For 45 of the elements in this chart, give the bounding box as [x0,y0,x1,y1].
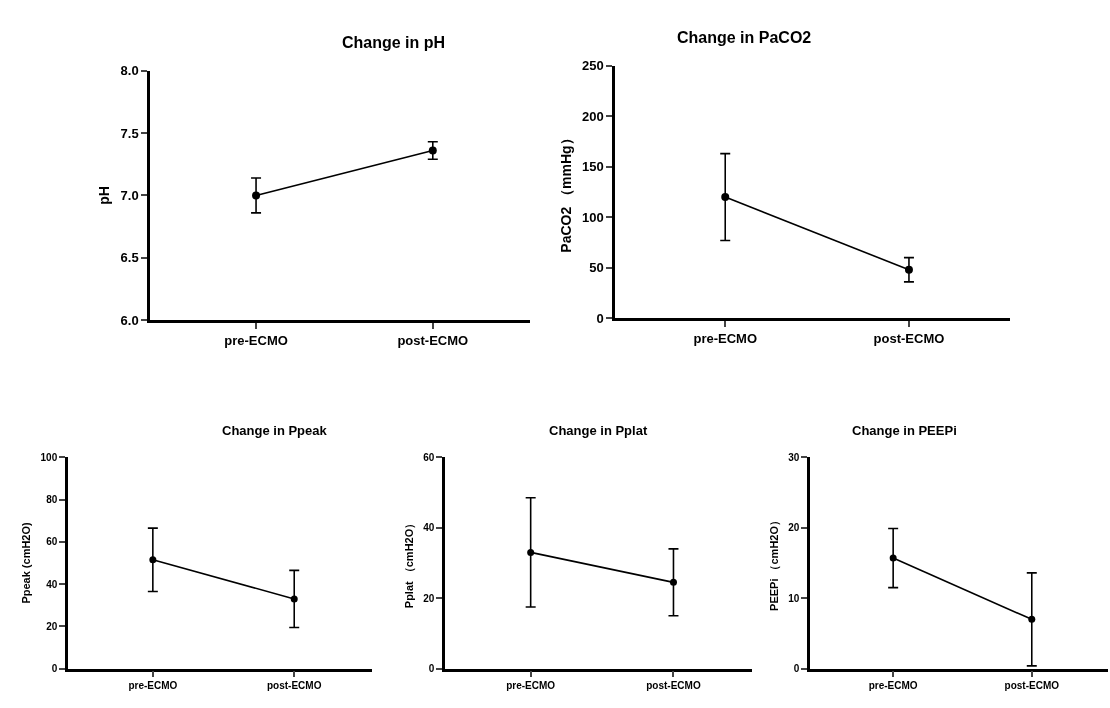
chart-title: Change in pH [342,34,446,51]
x-tick-label: pre-ECMO [868,680,918,692]
y-tick-label: 200 [581,108,604,124]
chart-title: Change in Pplat [549,423,648,438]
y-tick-label: 20 [788,522,800,534]
chart-title: Change in Ppeak [222,423,328,438]
x-tick-label: pre-ECMO [693,330,758,346]
chart-title: Change in PaCO2 [677,29,812,46]
y-tick-label: 7.5 [120,125,139,141]
y-tick-label: 60 [46,536,58,548]
y-tick-label: 0 [596,310,604,326]
y-tick-label: 20 [46,620,58,632]
y-axis-title: Ppeak (cmH2O) [20,521,33,604]
y-axis-title: PaCO2 （mmHg） [557,131,574,253]
y-tick-label: 8.0 [120,63,139,79]
x-tick-label: pre-ECMO [506,680,556,692]
y-tick-label: 30 [788,451,800,463]
y-tick-label: 20 [423,592,435,604]
chart-title: Change in PEEPi [852,423,957,438]
y-tick-label: 6.5 [120,250,139,266]
y-tick-label: 10 [788,592,800,604]
y-tick-label: 40 [46,578,58,590]
y-tick-label: 0 [51,663,58,675]
y-tick-label: 80 [46,494,58,506]
y-tick-label: 0 [428,663,435,675]
y-tick-label: 50 [589,260,604,276]
y-tick-label: 100 [40,451,58,463]
y-tick-label: 60 [423,451,435,463]
x-tick-label: post-ECMO [397,332,469,348]
x-tick-label: post-ECMO [1004,680,1060,692]
y-tick-label: 0 [793,663,800,675]
y-tick-label: 7.0 [120,187,139,203]
y-axis-title: pH [96,186,113,205]
y-tick-label: 40 [423,522,435,534]
x-tick-label: pre-ECMO [128,680,178,692]
x-tick-label: post-ECMO [646,680,701,692]
x-tick-label: post-ECMO [267,680,322,692]
x-tick-label: post-ECMO [873,330,945,346]
y-tick-label: 100 [581,209,604,225]
y-tick-label: 150 [581,159,604,175]
y-axis-title: Pplat （cmH2O） [402,517,416,609]
y-axis-title: PEEPi （cmH2O） [767,514,781,611]
y-tick-label: 6.0 [120,312,139,328]
x-tick-label: pre-ECMO [224,332,288,348]
y-tick-label: 250 [581,58,604,74]
